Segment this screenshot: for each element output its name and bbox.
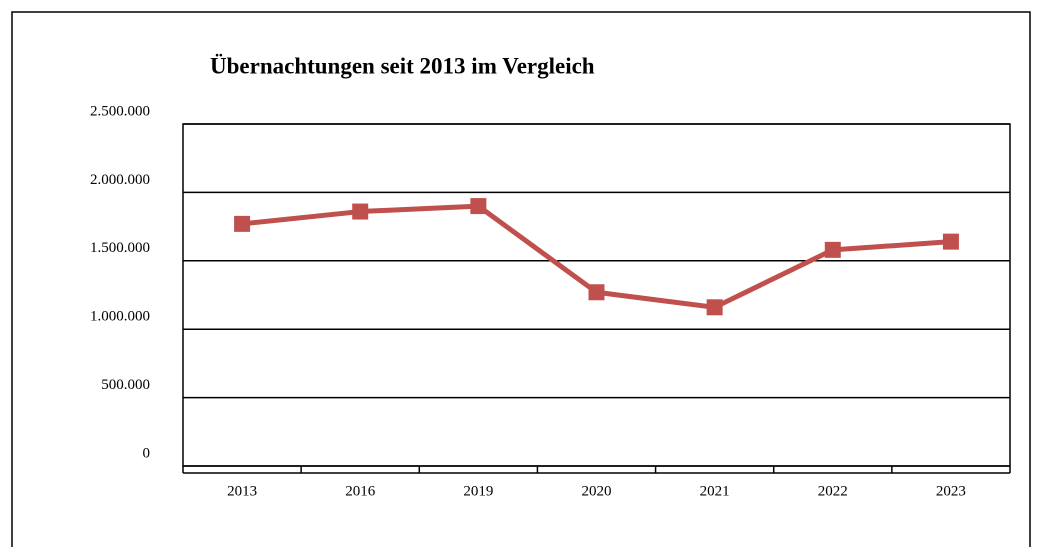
- x-tick-label: 2013: [227, 483, 257, 499]
- x-tick-label: 2019: [463, 483, 493, 499]
- marker: [706, 299, 723, 316]
- y-tick-label: 0: [143, 445, 151, 461]
- marker: [470, 198, 487, 215]
- y-tick-label: 2.000.000: [90, 172, 150, 188]
- marker: [352, 203, 369, 220]
- marker: [942, 233, 959, 250]
- x-tick-label: 2020: [582, 483, 612, 499]
- y-tick-label: 2.500.000: [90, 103, 150, 119]
- x-tick-label: 2021: [700, 483, 730, 499]
- x-tick-label: 2016: [345, 483, 376, 499]
- chart-title: Übernachtungen seit 2013 im Vergleich: [210, 53, 595, 78]
- marker: [824, 241, 841, 258]
- chart-frame: [11, 11, 1031, 547]
- y-tick-label: 1.500.000: [90, 240, 150, 256]
- x-tick-label: 2023: [936, 483, 966, 499]
- x-tick-label: 2022: [818, 483, 848, 499]
- marker: [234, 215, 251, 232]
- y-tick-label: 500.000: [101, 377, 150, 393]
- y-tick-label: 1.000.000: [90, 309, 150, 325]
- marker: [588, 284, 605, 301]
